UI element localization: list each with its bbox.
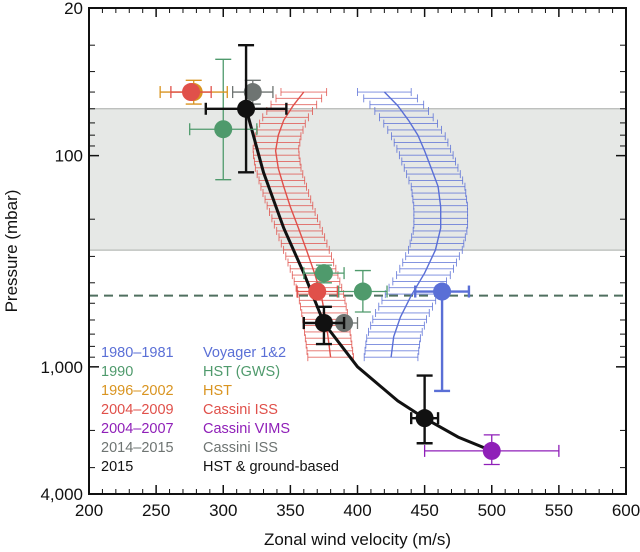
profile-3 (252, 88, 354, 362)
data-point-group (303, 264, 345, 284)
y-tick-label: 20 (64, 0, 83, 18)
legend-source: Voyager 1&2 (203, 345, 286, 361)
data-point-marker (482, 441, 501, 460)
x-tick-label: 250 (142, 501, 170, 520)
legend-years: 1990 (101, 364, 133, 380)
legend-source: Cassini VIMS (203, 421, 290, 437)
legend-years: 1996–2002 (101, 383, 174, 399)
y-axis-title: Pressure (mbar) (2, 190, 21, 313)
y-tick-label: 1,000 (40, 358, 83, 377)
shaded-band (89, 108, 626, 251)
profile-center-line (383, 91, 442, 358)
y-tick-label: 4,000 (40, 485, 83, 504)
legend-source: HST (GWS) (203, 364, 280, 380)
x-tick-label: 300 (209, 501, 237, 520)
legend-years: 2004–2007 (101, 421, 174, 437)
data-point-group (170, 83, 212, 102)
x-tick-label: 600 (612, 501, 640, 520)
data-points (159, 43, 560, 466)
data-point-marker (214, 120, 233, 139)
legend-source: HST (203, 383, 232, 399)
x-tick-label: 200 (75, 501, 103, 520)
data-point-marker (308, 282, 327, 301)
data-point-marker (182, 83, 201, 102)
legend-years: 2015 (101, 459, 133, 475)
shaded-band-rect (89, 108, 626, 251)
legend-source: HST & ground-based (203, 459, 339, 475)
x-tick-label: 500 (478, 501, 506, 520)
x-tick-label: 350 (276, 501, 304, 520)
data-point-marker (433, 282, 452, 301)
data-point-marker (415, 409, 434, 428)
data-point-marker (314, 313, 333, 332)
data-point-group (189, 58, 258, 181)
data-point-group (296, 282, 339, 301)
legend-years: 2004–2009 (101, 402, 174, 418)
data-point-group (423, 434, 560, 466)
axis-ticks: 200 250 300 350 400 450 500 550 600 20 100 1,000 4,0… (40, 0, 640, 520)
data-point-group (302, 305, 346, 346)
data-point-group (338, 269, 388, 313)
legend-years: 2014–2015 (101, 440, 174, 456)
x-axis-title: Zonal wind velocity (m/s) (264, 530, 451, 549)
fit-curve (244, 108, 493, 453)
x-tick-label: 400 (343, 501, 371, 520)
data-point-marker (314, 264, 333, 283)
data-point-marker (237, 99, 256, 118)
legend: 1980–1981 Voyager 1&2 1990 HST (GWS) 1996–20… (101, 345, 339, 475)
data-point-group (410, 374, 440, 445)
profile-bands (252, 88, 469, 362)
legend-source: Cassini ISS (203, 440, 278, 456)
legend-years: 1980–1981 (101, 345, 174, 361)
fit-curve-line (244, 108, 493, 453)
data-point-group (204, 43, 288, 174)
legend-source: Cassini ISS (203, 402, 278, 418)
profile-0 (357, 88, 469, 362)
data-point-group (231, 79, 274, 105)
x-tick-label: 450 (410, 501, 438, 520)
data-point-marker (243, 83, 262, 102)
y-tick-label: 100 (55, 147, 83, 166)
x-tick-label: 550 (545, 501, 573, 520)
data-point-group (414, 282, 471, 393)
data-point-marker (353, 282, 372, 301)
